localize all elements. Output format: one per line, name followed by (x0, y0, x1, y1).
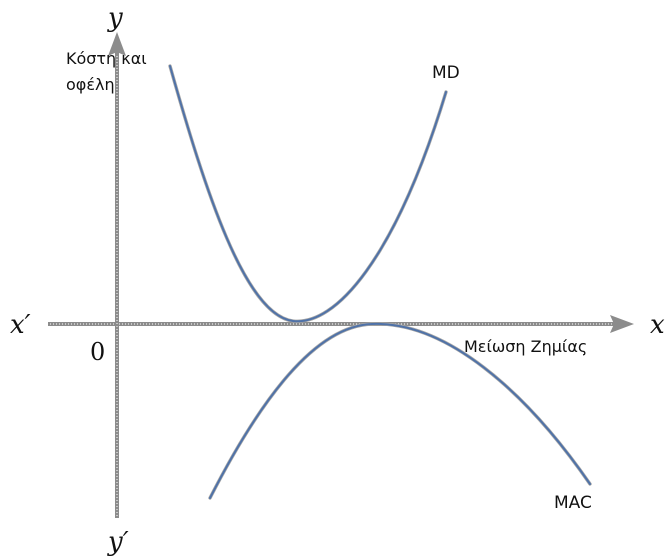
x-axis-arrowhead (610, 315, 634, 333)
md-curve-label: MD (432, 63, 460, 83)
mac-curve-label: MAC (554, 493, 592, 513)
y-axis (108, 32, 126, 518)
x-axis (48, 315, 634, 333)
y-neg-axis-label: y′ (107, 527, 129, 556)
y-axis-title-line1: Κόστη και (66, 49, 147, 68)
x-axis-title: Μείωση Ζημίας (464, 337, 587, 356)
x-neg-axis-label: x′ (10, 310, 31, 340)
md-curve (168, 64, 448, 323)
y-axis-label: y (107, 3, 123, 33)
mac-curve (208, 322, 592, 500)
origin-label: 0 (90, 338, 105, 366)
x-axis-label: x (650, 310, 665, 340)
y-axis-arrowhead (108, 32, 126, 56)
y-axis-title-line2: οφέλη (66, 75, 115, 94)
